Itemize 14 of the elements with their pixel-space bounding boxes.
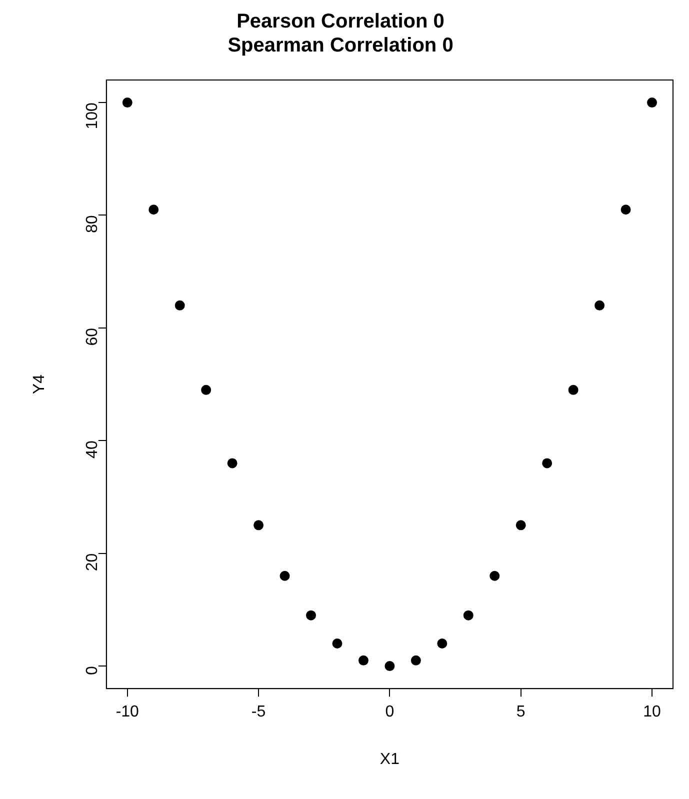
x-tick-label: 0 — [385, 704, 394, 721]
y-tick-label: 100 — [84, 102, 101, 130]
y-tick-label: 20 — [84, 553, 101, 572]
chart-title: Pearson Correlation 0 Spearman Correlation 0 — [228, 10, 454, 57]
y-tick-label: 60 — [84, 328, 101, 346]
x-tick-label: -10 — [116, 704, 140, 721]
x-tick-label: 5 — [516, 704, 526, 721]
y-axis-title: Y4 — [31, 374, 48, 394]
y-tick-label: 0 — [84, 666, 101, 675]
x-tick-label: 10 — [643, 704, 662, 721]
x-tick-label: -5 — [251, 704, 266, 721]
y-tick-label: 40 — [84, 440, 101, 458]
x-axis-title: X1 — [380, 750, 400, 768]
y-tick-label: 80 — [84, 215, 101, 234]
